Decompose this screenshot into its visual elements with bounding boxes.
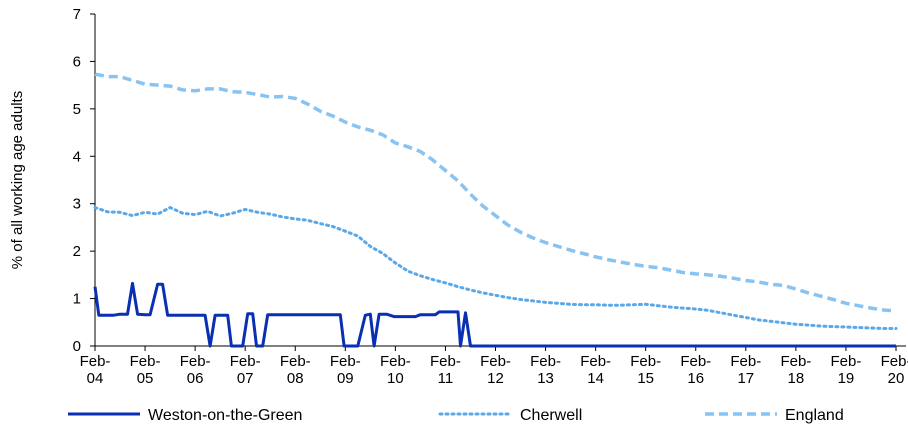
legend-label: Weston-on-the-Green bbox=[148, 407, 302, 424]
x-tick-label: Feb-19 bbox=[831, 353, 862, 387]
x-tick-label: Feb-14 bbox=[580, 353, 611, 387]
legend: Weston-on-the-Green Cherwell England bbox=[68, 407, 844, 424]
x-tick-label: Feb-16 bbox=[680, 353, 711, 387]
legend-label: England bbox=[785, 407, 844, 424]
series-line-cherwell bbox=[93, 206, 898, 330]
y-tick-label: 6 bbox=[73, 53, 81, 70]
x-tick-label: Feb-15 bbox=[630, 353, 661, 387]
x-tick-label: Feb-08 bbox=[280, 353, 311, 387]
series-group bbox=[93, 72, 898, 348]
x-tick-label: Feb-12 bbox=[480, 353, 511, 387]
x-tick-label: Feb-17 bbox=[730, 353, 761, 387]
y-tick-label: 2 bbox=[73, 243, 81, 260]
x-tick-label: Feb-07 bbox=[230, 353, 261, 387]
y-tick-label: 0 bbox=[73, 338, 81, 355]
x-tick-label: Feb-10 bbox=[380, 353, 411, 387]
x-axis-ticks: Feb-04 Feb-05 Feb-06 Feb-07 Feb-08 Feb-09 Feb-… bbox=[80, 346, 908, 387]
x-tick-label: Feb-09 bbox=[330, 353, 361, 387]
legend-label: Cherwell bbox=[520, 407, 582, 424]
y-axis-ticks: 0 1 2 3 4 5 6 7 bbox=[73, 6, 95, 355]
y-tick-label: 3 bbox=[73, 196, 81, 213]
x-tick-label: Feb-04 bbox=[80, 353, 111, 387]
x-tick-label: Feb-20 bbox=[881, 353, 908, 387]
y-tick-label: 4 bbox=[73, 148, 81, 165]
x-tick-label: Feb-11 bbox=[430, 353, 461, 387]
series-line-weston-on-the-green bbox=[93, 281, 896, 348]
series-line-england bbox=[94, 72, 897, 313]
y-tick-label: 1 bbox=[73, 291, 81, 308]
x-tick-label: Feb-13 bbox=[530, 353, 561, 387]
x-tick-label: Feb-05 bbox=[130, 353, 161, 387]
y-tick-label: 7 bbox=[73, 6, 81, 23]
x-tick-label: Feb-06 bbox=[180, 353, 211, 387]
y-axis-title: % of all working age adults bbox=[9, 91, 26, 269]
x-tick-label: Feb-18 bbox=[780, 353, 811, 387]
y-tick-label: 5 bbox=[73, 101, 81, 118]
